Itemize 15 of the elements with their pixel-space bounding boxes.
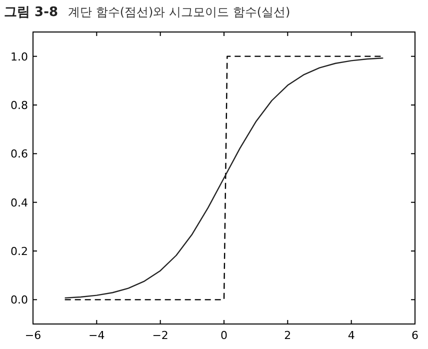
chart-title: 그림 3-8 [4, 5, 58, 20]
x-tick-label: −6 [24, 329, 42, 342]
x-tick-label: 4 [348, 329, 355, 342]
y-tick-label: 0.4 [10, 196, 28, 210]
x-tick-label: −4 [88, 329, 105, 342]
x-tick-label: −2 [152, 329, 168, 342]
y-tick-label: 0.6 [10, 148, 28, 161]
x-tick-label: 0 [220, 329, 228, 342]
x-tick-label: 2 [284, 329, 292, 342]
y-tick-label: 1.0 [10, 50, 28, 64]
x-tick-label: 6 [412, 329, 418, 342]
chart-subtitle: 계단 함수(점선)와 시그모이드 함수(실선) [68, 5, 290, 19]
y-tick-label: 0.8 [10, 99, 28, 112]
y-tick-label: 0.2 [10, 245, 28, 258]
y-tick-label: 0.0 [10, 294, 28, 307]
